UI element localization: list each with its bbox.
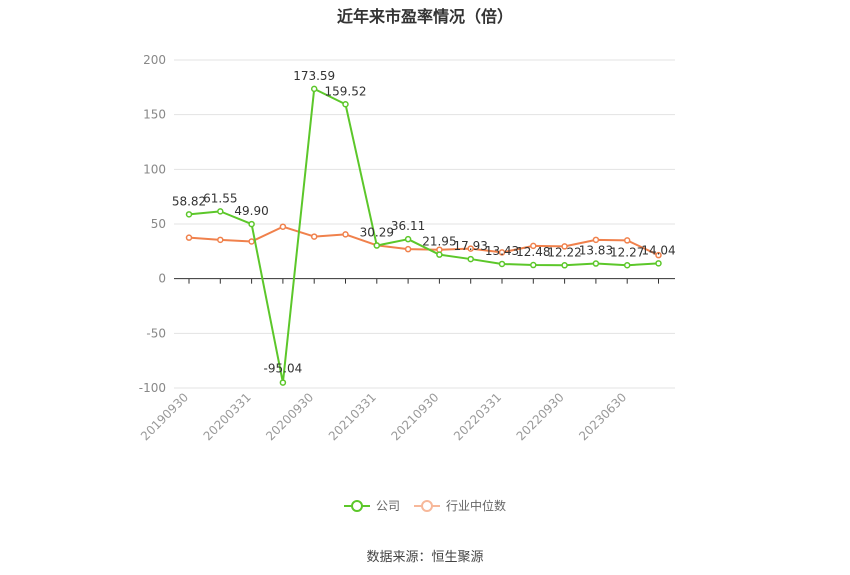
legend-line-marker-icon — [414, 499, 440, 512]
data-point — [655, 260, 662, 267]
x-tick-label: 20200930 — [263, 390, 316, 443]
x-tick-label: 20230630 — [576, 390, 629, 443]
data-point — [217, 208, 224, 215]
data-point — [467, 245, 474, 252]
series-lines — [185, 85, 662, 386]
data-label: 12.22 — [547, 245, 581, 259]
data-label: 36.11 — [391, 219, 425, 233]
data-label: -95.04 — [264, 362, 303, 376]
data-point — [279, 379, 287, 386]
y-tick-label: 100 — [143, 162, 166, 176]
data-point — [248, 220, 255, 228]
data-point — [530, 261, 537, 269]
data-label: 58.82 — [172, 194, 206, 208]
x-tick-label: 20210930 — [388, 390, 441, 443]
data-point — [248, 238, 255, 245]
y-tick-label: 0 — [158, 272, 166, 286]
data-label: 12.48 — [516, 245, 550, 259]
data-label: 49.90 — [234, 204, 268, 218]
data-point — [342, 101, 349, 108]
series-line-company — [188, 87, 659, 384]
legend: 公司 行业中位数 — [0, 497, 850, 514]
data-point — [185, 211, 193, 218]
data-point — [498, 260, 506, 268]
data-point — [561, 262, 568, 269]
data-label: 173.59 — [293, 69, 335, 83]
legend-item-company[interactable]: 公司 — [343, 497, 400, 514]
series-line-industry-median — [188, 225, 659, 257]
legend-item-industry-median[interactable]: 行业中位数 — [414, 497, 506, 514]
data-label: 61.55 — [203, 191, 237, 205]
legend-label: 行业中位数 — [446, 499, 507, 513]
data-point — [279, 223, 287, 230]
y-tick-label: 150 — [143, 108, 166, 122]
data-label: 13.43 — [485, 244, 519, 258]
y-tick-label: -100 — [139, 381, 166, 395]
data-point — [185, 234, 193, 241]
data-point — [467, 255, 474, 263]
data-point — [561, 243, 568, 250]
data-point — [373, 242, 381, 249]
data-label: 13.83 — [579, 244, 613, 258]
x-tick-label: 20190930 — [138, 390, 191, 443]
data-point — [217, 236, 224, 244]
data-label: 17.93 — [454, 239, 488, 253]
data-point — [498, 249, 506, 256]
data-point — [404, 235, 412, 243]
legend-line-marker-icon — [343, 499, 370, 512]
y-tick-label: 50 — [151, 217, 166, 231]
chart-title: 近年来市盈率情况（倍） — [336, 7, 513, 26]
x-tick-label: 20210331 — [326, 390, 379, 443]
grid-lines — [174, 59, 675, 389]
data-point — [342, 231, 349, 238]
data-label: 12.27 — [610, 245, 644, 259]
data-label: 30.29 — [360, 226, 394, 240]
x-tick-label: 20220930 — [514, 390, 567, 443]
data-point — [436, 251, 443, 258]
legend-label: 公司 — [375, 499, 400, 513]
data-point — [404, 245, 412, 253]
data-point — [592, 236, 600, 244]
data-point — [530, 242, 537, 250]
data-label: 159.52 — [325, 84, 367, 98]
data-label: 14.04 — [641, 243, 675, 257]
data-point — [623, 262, 631, 269]
data-point — [655, 251, 662, 259]
y-tick-label: 200 — [143, 53, 166, 67]
y-tick-label: -50 — [146, 326, 166, 340]
data-point — [310, 85, 318, 93]
data-point — [310, 233, 318, 240]
data-label: 21.95 — [422, 235, 456, 249]
data-point — [623, 237, 631, 244]
x-tick-label: 20200331 — [201, 390, 254, 443]
data-point — [592, 260, 600, 267]
source-note: 数据来源：恒生聚源 — [366, 550, 484, 565]
x-tick-label: 20220331 — [451, 390, 504, 443]
